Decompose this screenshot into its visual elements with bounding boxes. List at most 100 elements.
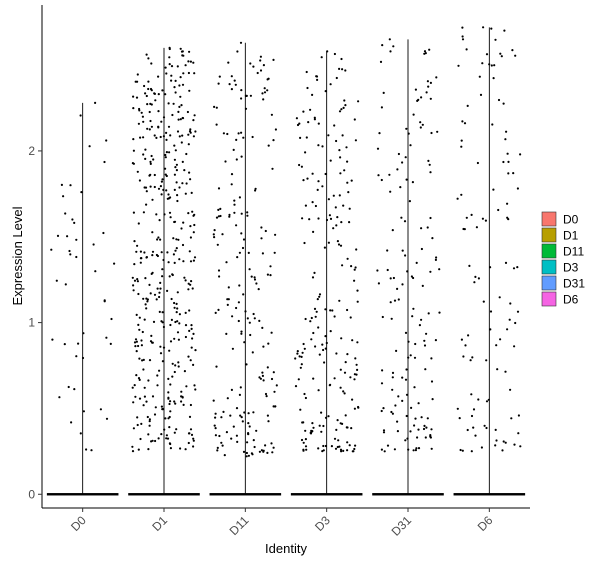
point-D1 — [166, 251, 169, 254]
point-D1 — [189, 403, 192, 407]
point-D3 — [298, 122, 301, 125]
point-D1 — [135, 340, 138, 343]
legend-label-D1: D1 — [563, 229, 579, 243]
point-D31 — [414, 88, 417, 91]
point-D6 — [513, 345, 516, 348]
point-D11 — [231, 347, 234, 350]
point-D6 — [507, 160, 510, 163]
x-tick-label: D0 — [68, 513, 89, 534]
point-D11 — [240, 97, 243, 100]
point-D1 — [176, 194, 179, 197]
point-D6 — [477, 277, 480, 280]
point-D31 — [410, 406, 413, 409]
point-D0 — [71, 218, 74, 221]
point-D1 — [143, 318, 146, 321]
point-D3 — [302, 179, 305, 182]
point-D31 — [407, 448, 410, 451]
point-D6 — [483, 424, 486, 427]
point-D31 — [391, 376, 394, 379]
point-D11 — [223, 454, 226, 457]
point-D31 — [424, 52, 427, 55]
point-D1 — [165, 434, 168, 437]
point-D1 — [187, 432, 191, 435]
point-D6 — [506, 328, 509, 331]
point-D11 — [235, 434, 238, 437]
point-D1 — [189, 283, 192, 286]
point-D1 — [169, 340, 173, 343]
point-D1 — [167, 396, 170, 399]
point-D1 — [132, 95, 135, 98]
point-D3 — [294, 357, 297, 360]
point-D11 — [272, 371, 275, 374]
point-D31 — [394, 404, 397, 407]
point-D3 — [348, 444, 351, 447]
point-D3 — [308, 218, 311, 221]
point-D1 — [150, 154, 153, 158]
point-D31 — [413, 424, 416, 427]
point-D1 — [193, 384, 196, 387]
point-D3 — [337, 243, 341, 246]
point-D3 — [322, 424, 325, 428]
point-D11 — [221, 444, 224, 447]
point-D1 — [148, 359, 152, 362]
point-D3 — [324, 416, 328, 419]
point-D3 — [343, 99, 346, 102]
point-D1 — [153, 173, 156, 177]
point-D31 — [429, 97, 432, 100]
point-D3 — [350, 265, 353, 268]
point-D11 — [219, 207, 222, 210]
point-D1 — [148, 110, 151, 114]
point-D31 — [379, 60, 383, 64]
point-D3 — [301, 351, 304, 354]
point-D3 — [305, 136, 308, 139]
point-D31 — [377, 282, 380, 285]
point-D0 — [105, 336, 108, 339]
point-D3 — [329, 309, 332, 312]
point-D1 — [151, 254, 154, 257]
point-D3 — [301, 421, 304, 424]
point-D1 — [144, 92, 147, 95]
point-D31 — [378, 132, 381, 135]
point-D1 — [172, 102, 175, 105]
point-D1 — [169, 196, 172, 199]
point-D0 — [113, 262, 116, 265]
point-D6 — [497, 208, 500, 212]
point-D1 — [135, 96, 139, 99]
point-D1 — [194, 130, 197, 133]
x-axis-title: Identity — [265, 541, 307, 556]
point-D6 — [485, 400, 489, 403]
point-D6 — [494, 38, 497, 41]
point-D1 — [192, 332, 195, 335]
point-D11 — [227, 286, 230, 289]
legend-swatch-D11 — [541, 243, 557, 259]
point-D1 — [136, 80, 139, 83]
point-D1 — [164, 156, 167, 159]
point-D31 — [412, 276, 415, 280]
point-D1 — [144, 157, 147, 160]
point-D3 — [312, 230, 315, 233]
point-D3 — [336, 445, 339, 449]
point-D1 — [159, 352, 163, 355]
point-D1 — [149, 340, 153, 343]
point-D3 — [296, 352, 299, 355]
point-D31 — [412, 449, 415, 452]
point-D1 — [167, 391, 170, 394]
point-D1 — [141, 330, 144, 334]
point-D1 — [182, 260, 185, 263]
point-D1 — [184, 279, 187, 282]
point-D31 — [391, 371, 395, 374]
point-D1 — [175, 311, 178, 314]
point-D6 — [516, 266, 519, 269]
point-D1 — [181, 243, 185, 247]
point-D1 — [175, 247, 178, 250]
point-D6 — [458, 417, 461, 420]
point-D1 — [156, 238, 159, 241]
point-D6 — [485, 426, 488, 430]
point-D6 — [474, 434, 477, 437]
point-D1 — [192, 231, 195, 234]
point-D1 — [132, 289, 135, 292]
point-D31 — [430, 131, 433, 135]
point-D3 — [311, 93, 314, 96]
point-D11 — [217, 187, 221, 190]
point-D11 — [240, 212, 243, 215]
